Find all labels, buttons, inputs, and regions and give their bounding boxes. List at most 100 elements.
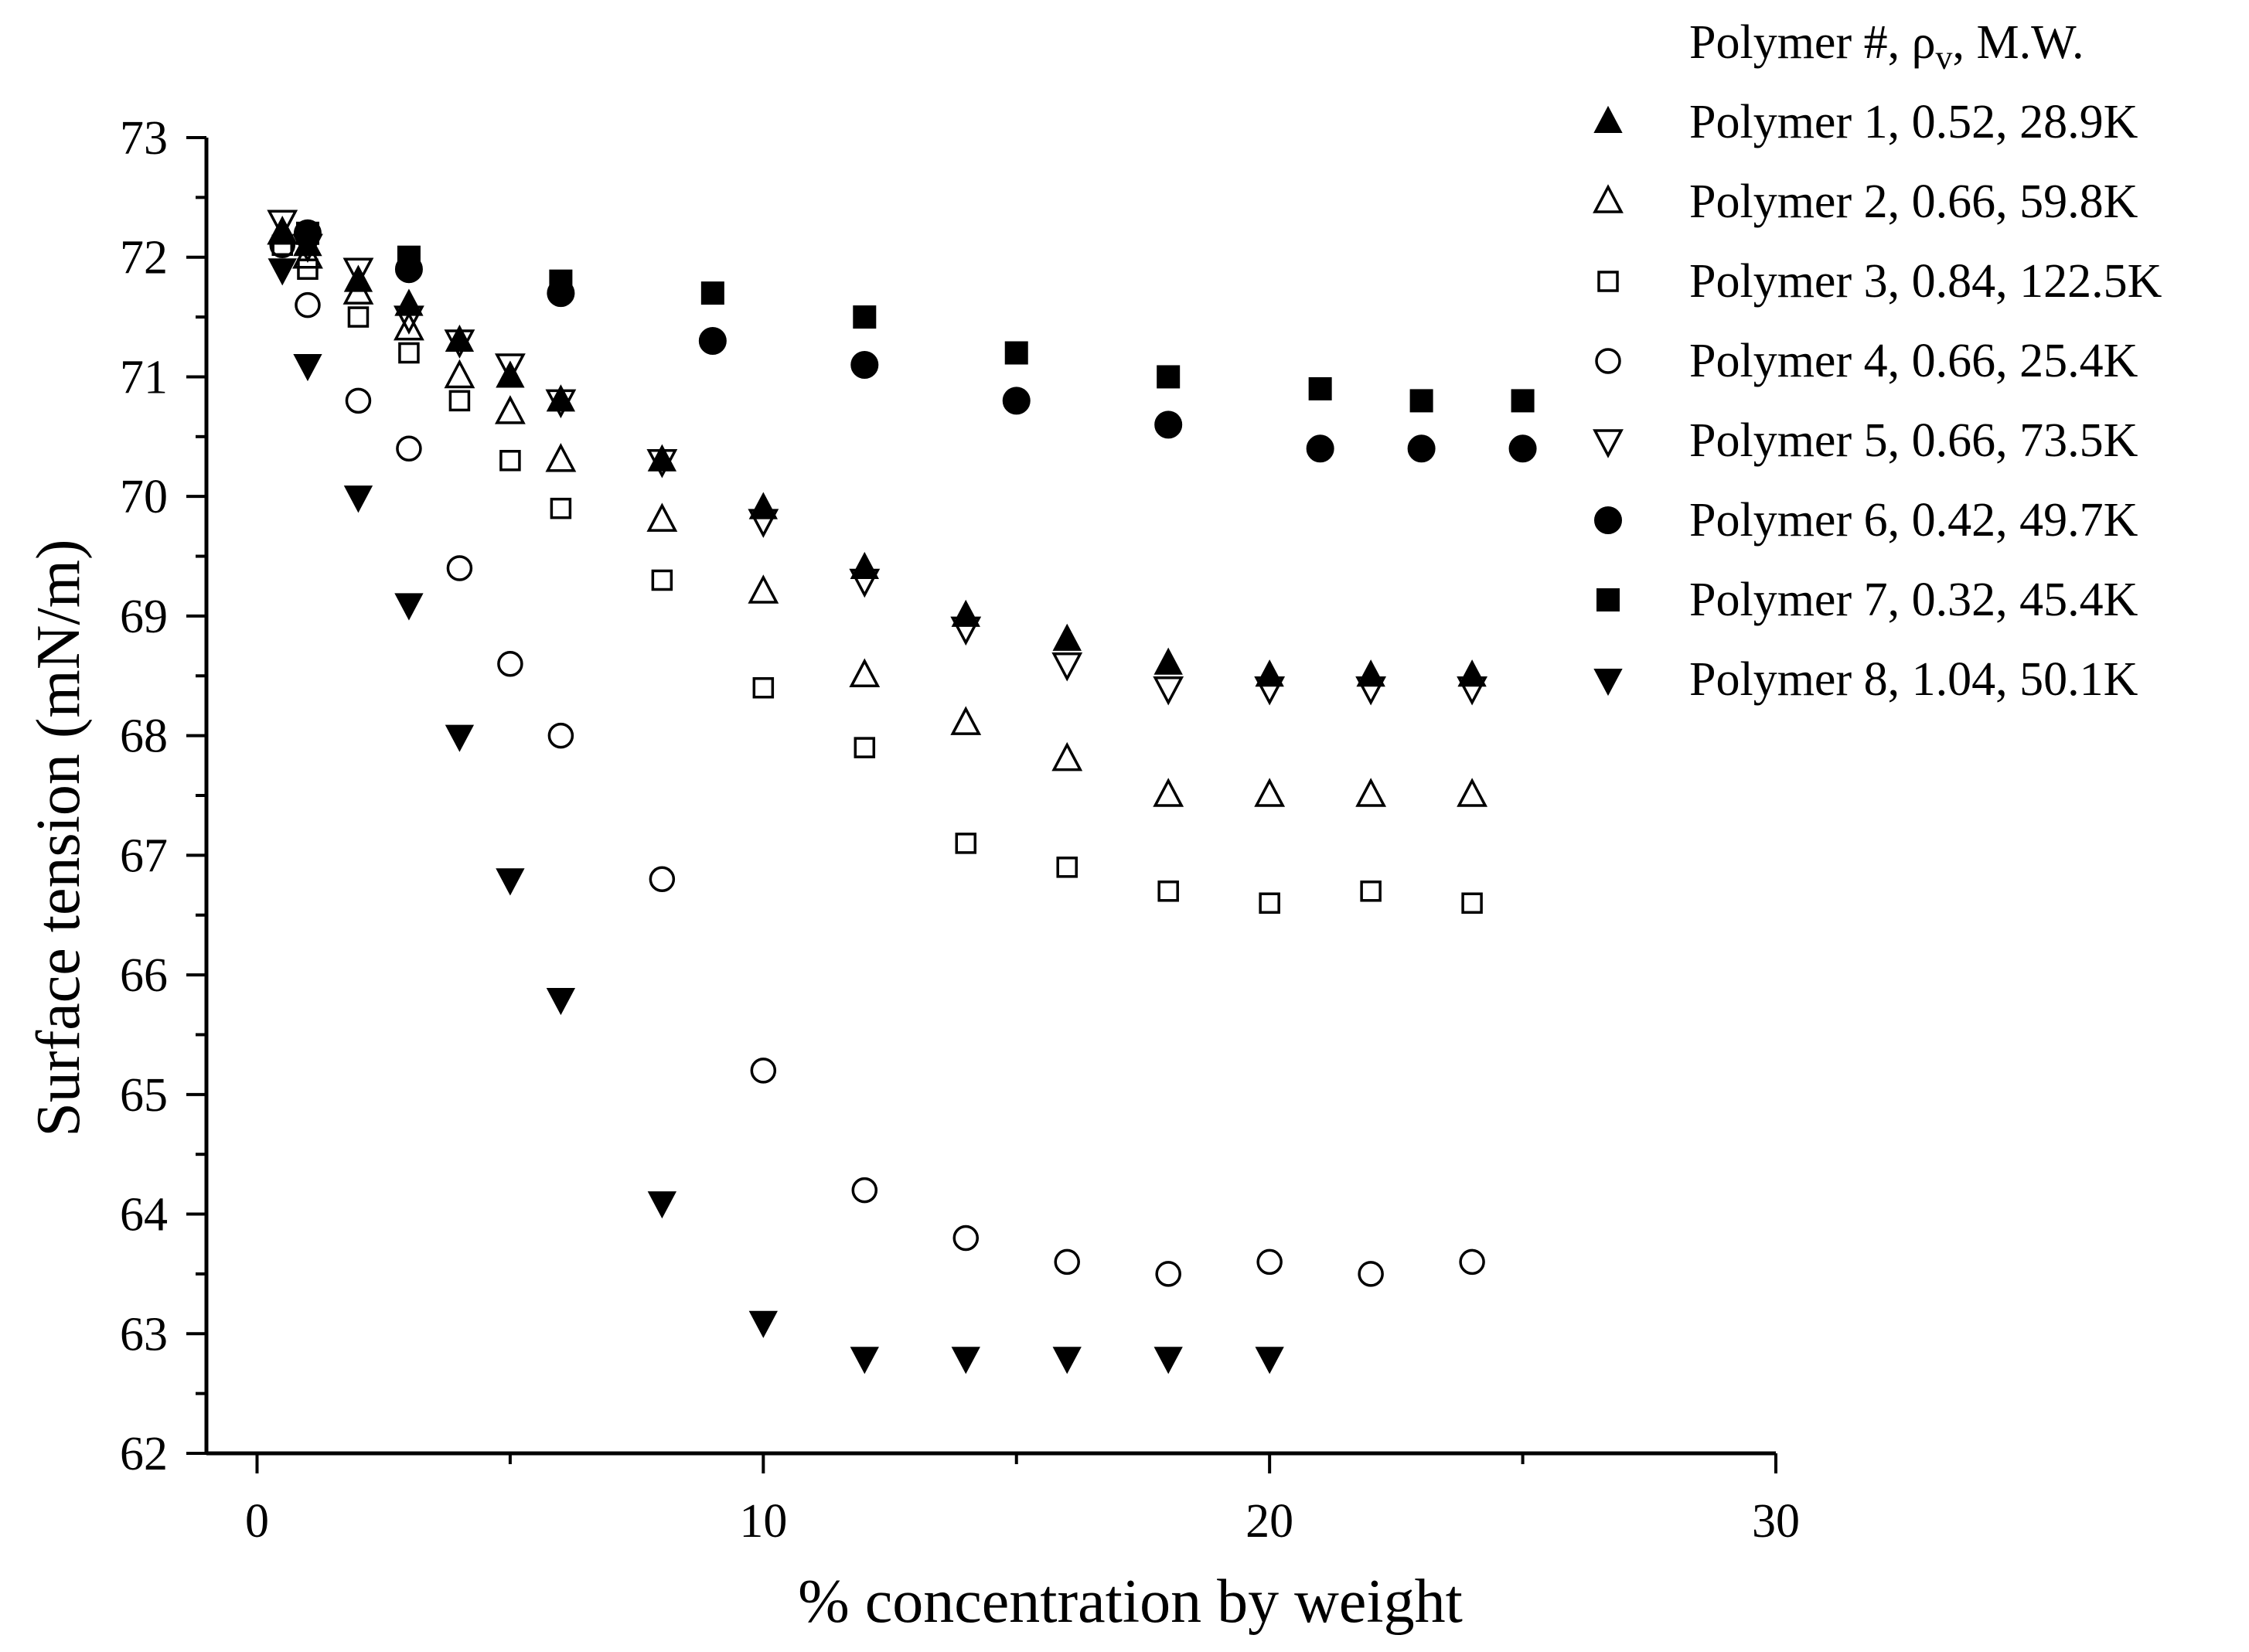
x-tick-label: 0 [245,1495,269,1548]
data-point [397,245,421,269]
data-point [1457,676,1488,706]
data-point [446,555,473,581]
data-point [649,866,676,893]
legend-label: Polymer 5, 0.66, 73.5K [1689,414,2138,467]
data-point [850,551,879,580]
data-point [494,353,526,383]
series-4 [269,232,1485,1287]
legend-marker [1594,506,1622,534]
data-point [1409,389,1433,413]
axes: 0 10 20 30 62 63 64 65 66 67 68 69 70 71 72 73 [120,112,1800,1548]
data-point [1254,676,1286,706]
series-7 [295,221,1535,413]
data-point [1255,659,1284,687]
y-axis-title: Surface tension (mN/m) [25,539,93,1136]
y-tick-label: 67 [120,829,168,882]
data-point [853,305,877,329]
data-point [496,868,525,896]
data-point [1157,880,1179,902]
legend-entry: Polymer 4, 0.66, 25.4K [1595,335,2138,387]
data-point [550,497,572,519]
legend-label: Polymer 7, 0.32, 45.4K [1689,574,2138,626]
data-point [1056,857,1078,878]
data-point [748,492,778,519]
data-point [347,306,370,328]
data-point [267,216,298,245]
data-point [950,706,982,735]
legend-marker [1593,105,1623,133]
y-tick-label: 62 [120,1428,168,1480]
data-point [546,988,576,1016]
legend-marker [1593,184,1624,213]
data-point [849,568,881,598]
data-point [951,1347,980,1374]
data-point [1155,1261,1181,1287]
data-point [1052,623,1082,651]
data-point [952,1225,980,1252]
data-point [748,1310,778,1338]
data-point [1407,434,1436,463]
legend-label: Polymer 6, 0.42, 49.7K [1689,494,2138,547]
data-point [267,258,297,286]
data-point [646,449,678,479]
data-point [1051,741,1083,772]
legend-label: Polymer 3, 0.84, 122.5K [1689,255,2162,308]
data-point [1308,376,1332,400]
data-point [1153,676,1184,706]
data-point [394,311,424,341]
legend-entry: Polymer 2, 0.66, 59.8K [1593,175,2138,228]
data-point [444,329,475,359]
x-axis-title: % concentration by weight [798,1568,1463,1636]
data-point [293,353,322,382]
data-point [1157,365,1181,389]
legend-marker [1596,588,1620,611]
legend: Polymer #, ρv, M.W. Polymer 1, 0.52, 28.9… [1593,16,2162,706]
legend-marker [1593,429,1624,458]
data-point [1254,778,1286,807]
data-point [651,569,673,591]
data-point [850,350,879,379]
series-2 [267,216,1488,807]
y-tick-label: 68 [120,710,168,763]
data-point [444,359,475,389]
legend-entry: Polymer 3, 0.84, 122.5K [1597,255,2162,308]
data-point [1457,659,1487,687]
data-point [499,450,521,472]
data-point [955,833,977,854]
data-point [1153,647,1183,675]
legend-entry: Polymer 7, 0.32, 45.4K [1596,574,2138,626]
y-tick-label: 63 [120,1308,168,1361]
series-3 [271,234,1483,915]
data-point [700,281,724,305]
data-point [647,1191,677,1219]
legend-marker [1595,348,1621,374]
data-point [698,327,727,356]
y-tick-label: 73 [120,112,168,165]
legend-title: Polymer #, ρv, M.W. [1689,16,2084,77]
legend-label: Polymer 8, 1.04, 50.1K [1689,653,2138,706]
series-1 [267,216,1487,687]
y-tick-label: 66 [120,949,168,1002]
data-point [1004,341,1028,365]
data-point [849,658,881,688]
legend-marker [1593,669,1623,697]
data-point [295,291,321,318]
data-point [295,221,319,245]
series-8 [267,258,1284,1374]
data-point [1255,1347,1284,1374]
data-point [851,1177,878,1204]
data-point [394,288,424,316]
legend-entry: Polymer 6, 0.42, 49.7K [1594,494,2138,547]
data-point [646,502,678,532]
data-point [292,239,323,269]
data-point [1360,880,1382,902]
series-5 [267,209,1488,706]
legend-entry: Polymer 8, 1.04, 50.1K [1593,653,2138,706]
data-point [494,395,526,424]
legend-entry: Polymer 1, 0.52, 28.9K [1593,96,2138,148]
legend-label: Polymer 2, 0.66, 59.8K [1689,175,2138,228]
y-tick-label: 71 [120,351,168,404]
data-point [950,616,982,646]
data-point [1356,659,1385,687]
